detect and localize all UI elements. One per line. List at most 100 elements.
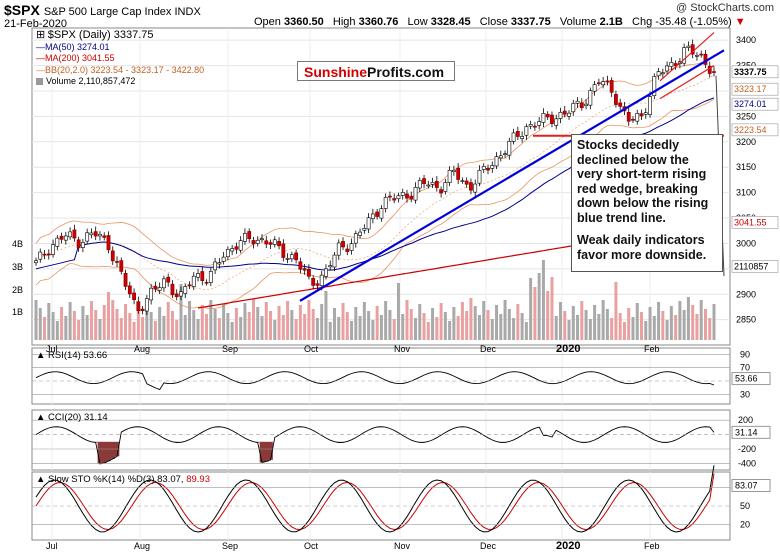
legend-ma50: —MA(50) 3274.01: [36, 42, 204, 54]
candle-body: [127, 285, 132, 295]
volume-bar: [657, 302, 661, 340]
volume-bar: [469, 298, 473, 340]
volume-bar: [652, 316, 656, 340]
cci-panel-frame: [31, 409, 731, 471]
candle-body: [170, 283, 175, 296]
candle-body: [251, 240, 256, 245]
volume-bar: [665, 320, 669, 340]
candle-body: [238, 240, 243, 251]
volume-bar: [558, 302, 562, 340]
candle-body: [473, 183, 478, 193]
volume-bar: [188, 301, 192, 340]
cci-label-text: CCI(20) 31.14: [48, 412, 108, 423]
volume-bar: [669, 306, 673, 340]
volume-bar: [277, 306, 281, 340]
volume-bar: [580, 301, 584, 340]
sto-d-value: 89.93: [186, 474, 210, 485]
volume-bar: [499, 314, 503, 340]
sto-value-label: 83.07: [735, 480, 758, 490]
volume-bar: [290, 310, 294, 340]
candle-body: [498, 155, 503, 159]
cci-value-label: 31.14: [735, 427, 758, 437]
volume-bar: [571, 306, 575, 340]
down-arrow-icon: ▼: [734, 16, 746, 28]
candle-body: [98, 233, 102, 237]
candle-body: [584, 103, 588, 107]
volume-bar: [529, 278, 533, 340]
volume-bar: [610, 318, 614, 340]
candle-body: [34, 260, 38, 264]
cci-value-flag: [731, 425, 771, 439]
volume-bar: [435, 317, 439, 340]
candle-body: [213, 261, 217, 271]
candle-body: [123, 273, 128, 287]
candle-body: [268, 242, 273, 245]
candle-body: [38, 251, 43, 260]
x-tick-label-bottom: 2020: [556, 540, 580, 552]
candle-body: [639, 113, 644, 117]
candle-body: [102, 235, 107, 238]
volume-bar: [635, 303, 639, 340]
volume-bar: [550, 277, 554, 340]
volume-bar: [269, 311, 273, 340]
candle-body: [460, 180, 465, 182]
volume-bar: [328, 322, 332, 340]
candle-body: [665, 65, 669, 72]
x-tick-label-bottom: Feb: [644, 541, 660, 551]
candle-body: [132, 292, 136, 301]
candle-body: [426, 184, 431, 187]
volume-bar: [354, 307, 358, 340]
volume-bar: [567, 320, 571, 340]
candle-body: [196, 273, 200, 278]
volume-bar: [286, 301, 290, 340]
price-flag-label: 3274.01: [734, 99, 767, 109]
candle-body: [618, 102, 623, 107]
open-value: 3360.50: [283, 16, 324, 28]
volume-bar: [324, 291, 328, 340]
candle-body: [119, 260, 124, 272]
candle-body: [520, 136, 525, 139]
volume-bar: [661, 311, 665, 340]
volume-bar: [243, 303, 247, 340]
candle-body: [341, 241, 345, 248]
candle-icon: ⊞: [36, 29, 46, 41]
candle-body: [149, 287, 154, 301]
volume-bar: [375, 306, 379, 340]
volume-bar: [482, 301, 486, 340]
volume-bar: [640, 312, 644, 340]
candle-body: [383, 197, 388, 209]
candle-body: [588, 90, 593, 106]
volume-bar: [533, 287, 537, 340]
candle-body: [328, 265, 333, 268]
panel-icon: ▲: [36, 350, 46, 361]
volume-bar: [251, 299, 255, 340]
volume-bar: [414, 318, 418, 340]
candle-body: [439, 189, 443, 194]
candle-body: [366, 217, 371, 230]
open-label: Open: [254, 16, 281, 28]
x-tick-label-bottom: Dec: [480, 541, 497, 551]
x-tick-label-bottom: Sep: [222, 541, 238, 551]
volume-bar: [486, 310, 490, 340]
candle-body: [631, 118, 635, 121]
candle-body: [144, 298, 149, 312]
price-flag: [731, 216, 779, 229]
close-value: 3337.75: [510, 16, 551, 28]
volume-bar: [345, 312, 349, 340]
volume-bar: [678, 301, 682, 340]
y-tick-label: 3100: [736, 188, 756, 198]
candle-body: [400, 191, 405, 196]
volume-bar: [367, 311, 371, 340]
candle-body: [179, 291, 183, 297]
volume-bar: [708, 318, 712, 340]
sto-value-flag: [731, 478, 771, 492]
volume-bar: [627, 308, 631, 340]
candle-body: [140, 308, 145, 312]
volume-tick-label: 2B: [12, 285, 23, 295]
candle-body: [579, 102, 584, 109]
candle-body: [307, 269, 311, 277]
volume-bar: [503, 300, 507, 340]
candle-body: [183, 286, 188, 294]
volume-bar: [98, 319, 102, 340]
volume-bar: [264, 302, 268, 340]
